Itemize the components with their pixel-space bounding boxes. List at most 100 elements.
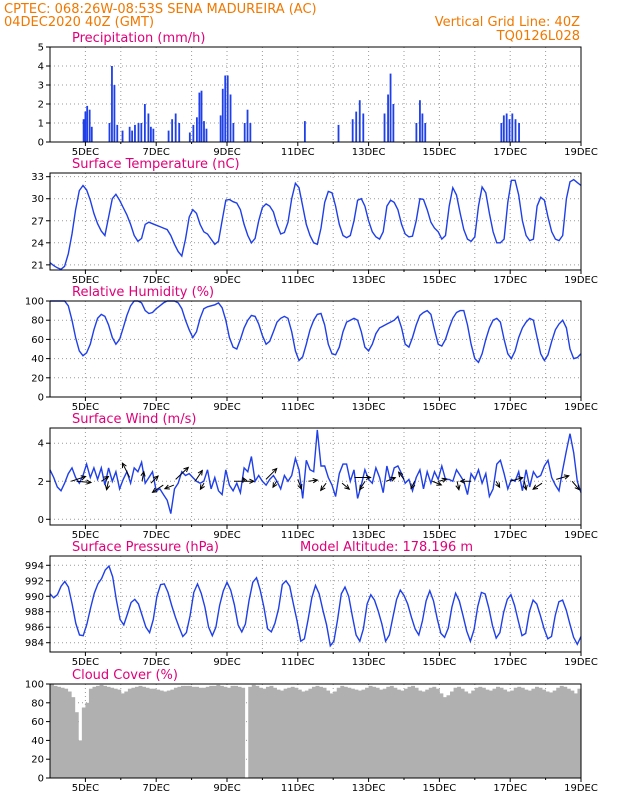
wind-arrow-shaft — [439, 478, 447, 482]
cloud-bar — [343, 686, 348, 778]
cloud-bar — [280, 690, 285, 778]
cloud-bar — [227, 687, 231, 778]
temperature-frame — [49, 172, 582, 271]
cloud-bar — [354, 689, 359, 778]
precip-bar — [121, 130, 124, 142]
humidity-ytick-label: 100 — [25, 297, 44, 308]
wind-ytick-label: 2 — [38, 477, 44, 488]
precip-bar — [111, 66, 113, 142]
precip-bar — [383, 113, 386, 142]
cloud-bar — [103, 685, 108, 778]
cloud-xtick-label: 9DEC — [213, 783, 240, 794]
header-date: 04DEC2020 40Z (GMT) — [4, 15, 154, 30]
wind-arrow — [199, 482, 205, 491]
cloud-bar — [319, 686, 323, 778]
temperature-xtick-label: 5DEC — [72, 275, 99, 286]
wind-arrow-shaft — [297, 479, 302, 490]
temperature-xtick-label: 19DEC — [564, 275, 598, 286]
wind-arrow — [151, 484, 164, 493]
cloud-bar — [234, 685, 239, 778]
cloud-bar — [496, 686, 500, 778]
header-grid-line: Vertical Grid Line: 40Z — [435, 15, 580, 30]
wind-arrow-shaft — [71, 475, 86, 482]
cloud-bar — [485, 689, 490, 778]
wind-arrow-shaft — [410, 481, 416, 489]
cloud-bar — [53, 685, 58, 778]
humidity-ytick-label: 40 — [31, 354, 44, 365]
panels: 0 1 2 3 4 5 5DEC 7DEC 9DEC 11DEC 13DEC 15DEC 17DEC 19… — [25, 43, 598, 795]
cloud-bar — [96, 685, 100, 778]
cloud-bar — [311, 686, 316, 778]
cloud-bar — [333, 691, 338, 778]
cloud-bar — [134, 686, 139, 778]
precip-bar — [518, 123, 520, 142]
wind-arrow-head — [455, 484, 461, 491]
cloud-bar — [481, 687, 486, 778]
cloud-bar — [457, 686, 462, 778]
wind-arrow-head — [121, 462, 127, 469]
cloud-bar — [375, 687, 380, 778]
cloud-bar — [241, 687, 246, 778]
wind-arrow-head — [441, 477, 448, 483]
cloud-bar — [163, 691, 168, 778]
pressure-panel: 984 986 988 990 992 994 5DEC 7DEC 9DEC 11DEC 13DEC… — [25, 555, 598, 668]
wind-arrow-head — [312, 478, 319, 484]
wind-arrow — [194, 469, 203, 482]
cloud-bar — [542, 689, 546, 778]
temperature-ytick-label: 33 — [31, 172, 44, 183]
cloud-bar — [315, 685, 320, 778]
cloud-bar — [99, 684, 104, 778]
cloud-xtick-label: 11DEC — [281, 783, 315, 794]
wind-arrow-head — [410, 483, 416, 490]
precip-bar — [389, 73, 392, 142]
precip-ytick-label: 4 — [38, 62, 44, 73]
cloud-bar — [336, 687, 341, 778]
cloud-bar — [393, 687, 398, 778]
cloud-bar — [149, 688, 154, 778]
wind-arrow-shaft — [308, 479, 318, 482]
precip-bar — [232, 123, 235, 142]
wind-arrow — [150, 475, 159, 484]
cloud-bar — [556, 687, 561, 778]
cloud-bar — [64, 688, 69, 778]
cloud-ytick-label: 0 — [38, 774, 44, 785]
temperature-xtick-label: 15DEC — [423, 275, 457, 286]
precip-bar — [358, 100, 361, 142]
precip-bar — [424, 123, 427, 142]
wind-arrow — [532, 482, 543, 490]
temperature-xtick-label: 7DEC — [143, 275, 170, 286]
wind-arrow — [556, 474, 570, 480]
cloud-bar — [78, 740, 83, 778]
cloud-bar — [389, 685, 394, 778]
model-altitude-label: Model Altitude: 178.196 m — [300, 540, 473, 555]
wind-arrow-shaft — [122, 462, 131, 478]
cloud-panel: 0 20 40 60 80 100 5DEC 7DEC 9DEC 11DEC 13DEC 15DEC 1… — [25, 680, 598, 795]
precip-title: Precipitation (mm/h) — [72, 31, 205, 46]
pressure-ytick-label: 986 — [25, 623, 44, 634]
cloud-bar — [404, 688, 408, 778]
precip-bar — [226, 75, 229, 142]
humidity-xtick-label: 5DEC — [72, 402, 99, 413]
humidity-xtick-label: 17DEC — [493, 402, 527, 413]
cloud-bar — [559, 685, 564, 778]
wind-arrow-head — [574, 484, 581, 491]
precip-bar — [221, 88, 224, 142]
cloud-xtick-label: 17DEC — [493, 783, 527, 794]
temperature-panel: 21 24 27 30 33 5DEC 7DEC 9DEC 11DEC 13DEC 15DEC 17D… — [31, 172, 598, 286]
precip-bar — [249, 123, 252, 142]
cloud-bar — [113, 688, 118, 778]
cloud-bar — [379, 689, 384, 778]
wind-arrow — [140, 470, 146, 482]
cloud-bar — [258, 687, 263, 778]
wind-arrow-head — [436, 480, 443, 486]
wind-arrow-head — [532, 484, 539, 490]
wind-xtick-label: 15DEC — [423, 530, 457, 541]
wind-arrow — [432, 480, 443, 486]
pressure-xtick-label: 5DEC — [72, 657, 99, 668]
wind-arrow-head — [86, 479, 93, 485]
cloud-bar — [88, 688, 93, 778]
wind-xtick-label: 13DEC — [352, 530, 386, 541]
humidity-ytick-label: 60 — [31, 335, 44, 346]
cloud-bar — [421, 691, 426, 778]
precip-bar — [178, 123, 181, 142]
